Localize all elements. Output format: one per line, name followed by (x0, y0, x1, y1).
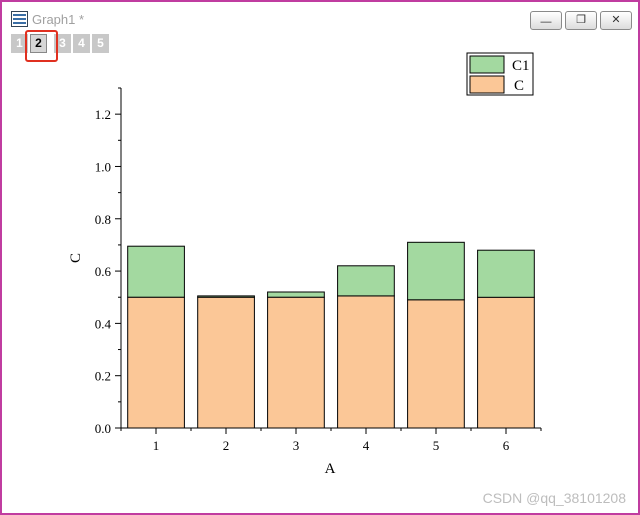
layer-tab-3[interactable]: 3 (54, 34, 71, 53)
legend-swatch-c (469, 75, 505, 94)
bars-group (127, 241, 535, 429)
restore-icon: ❐ (576, 14, 586, 26)
x-tick-label: 6 (503, 438, 510, 453)
bar-c-3[interactable] (267, 296, 325, 429)
bar-c-1[interactable] (127, 296, 185, 429)
layer-tab-2[interactable]: 2 (30, 34, 47, 53)
x-ticks: 1 2 3 4 5 6 (120, 428, 542, 453)
watermark: CSDN @qq_38101208 (482, 490, 626, 506)
layer-tab-5[interactable]: 5 (92, 34, 109, 53)
y-ticks: 0.0 0.2 0.4 0.6 0.8 1.0 1.2 (95, 87, 121, 436)
bar-c1-4[interactable] (337, 265, 395, 297)
minimize-button[interactable]: — (530, 11, 562, 30)
bar-c1-2[interactable] (197, 295, 255, 298)
close-button[interactable]: ✕ (600, 11, 632, 30)
bar-c1-1[interactable] (127, 245, 185, 298)
x-tick-label: 4 (363, 438, 370, 453)
x-tick-label: 2 (223, 438, 230, 453)
active-tab-highlight (25, 30, 58, 62)
layer-tab-4[interactable]: 4 (73, 34, 90, 53)
x-axis-label: A (325, 461, 336, 477)
bar-c-6[interactable] (477, 296, 535, 429)
window-title: Graph1 * (32, 12, 85, 27)
y-tick-label: 0.4 (95, 316, 112, 331)
legend-label-c1: C1 (512, 58, 530, 74)
y-tick-label: 0.0 (95, 421, 111, 436)
layer-tab-1[interactable]: 1 (11, 34, 28, 53)
y-axis-label: C (68, 253, 84, 263)
y-tick-label: 0.8 (95, 212, 111, 227)
legend-label-c: C (514, 78, 524, 94)
x-tick-label: 5 (433, 438, 440, 453)
graph-window-icon (11, 11, 28, 27)
bar-c1-5[interactable] (407, 241, 465, 301)
bar-c-4[interactable] (337, 295, 395, 429)
y-tick-label: 1.2 (95, 107, 111, 122)
y-tick-label: 0.6 (95, 264, 112, 279)
restore-button[interactable]: ❐ (565, 11, 597, 30)
y-tick-label: 0.2 (95, 369, 111, 384)
y-tick-label: 1.0 (95, 159, 111, 174)
legend[interactable]: C1 C (466, 52, 534, 96)
x-tick-label: 1 (153, 438, 160, 453)
x-tick-label: 3 (293, 438, 300, 453)
bar-c-2[interactable] (197, 296, 255, 429)
minimize-icon: — (540, 16, 552, 28)
title-bar[interactable]: Graph1 * — ❐ ✕ (2, 2, 638, 34)
bar-c1-3[interactable] (267, 291, 325, 298)
close-icon: ✕ (611, 14, 621, 26)
bar-c1-6[interactable] (477, 249, 535, 298)
bar-c-5[interactable] (407, 299, 465, 429)
legend-swatch-c1 (469, 55, 505, 74)
